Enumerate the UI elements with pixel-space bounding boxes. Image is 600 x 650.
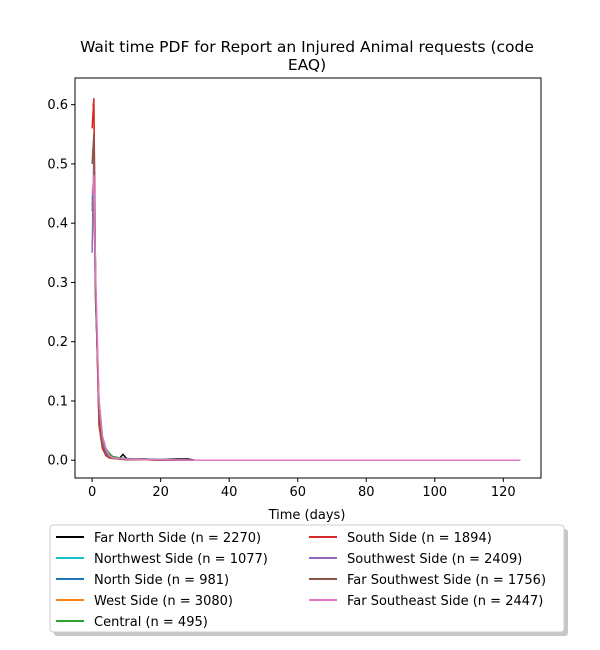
legend-frame — [49, 524, 565, 633]
plot-frame — [74, 77, 542, 479]
x-tick-label: 40 — [221, 485, 238, 500]
y-tick-label: 0.4 — [47, 217, 68, 232]
series-line-7 — [91, 151, 521, 461]
x-tick-label: 20 — [152, 485, 169, 500]
legend: Far North Side (n = 2270) Northwest Side … — [49, 524, 568, 636]
legend-label: Southwest Side (n = 2409) — [347, 552, 522, 567]
legend-label: Far Southeast Side (n = 2447) — [347, 594, 543, 609]
x-axis-label: Time (days) — [268, 508, 346, 523]
y-axis: 0.0 0.1 0.2 0.3 0.4 0.5 0.6 — [47, 98, 75, 469]
series-line-3 — [91, 186, 521, 461]
x-tick-label: 60 — [289, 485, 306, 500]
series-line-5 — [91, 186, 521, 461]
legend-label: South Side (n = 1894) — [347, 531, 492, 546]
y-tick-label: 0.0 — [47, 454, 68, 469]
series-group — [91, 97, 521, 461]
legend-label: Northwest Side (n = 1077) — [94, 552, 268, 567]
x-axis: 0 20 40 60 80 100 120 — [88, 478, 516, 500]
legend-label: Central (n = 495) — [94, 615, 208, 630]
series-line-9 — [91, 175, 521, 461]
legend-label: North Side (n = 981) — [94, 573, 229, 588]
series-line-8 — [91, 133, 521, 461]
chart-title-line-2: EAQ) — [288, 56, 326, 74]
y-tick-label: 0.3 — [47, 276, 68, 291]
x-tick-label: 80 — [358, 485, 375, 500]
y-tick-label: 0.2 — [47, 335, 68, 350]
legend-label: West Side (n = 3080) — [94, 594, 233, 609]
x-tick-label: 120 — [491, 485, 516, 500]
series-line-1 — [91, 157, 521, 461]
legend-label: Far Southwest Side (n = 1756) — [347, 573, 546, 588]
y-tick-label: 0.1 — [47, 394, 68, 409]
series-line-2 — [91, 180, 521, 461]
x-tick-label: 100 — [422, 485, 447, 500]
legend-label: Far North Side (n = 2270) — [94, 531, 261, 546]
x-tick-label: 0 — [88, 485, 96, 500]
chart-title-line-1: Wait time PDF for Report an Injured Anim… — [80, 38, 534, 56]
y-tick-label: 0.5 — [47, 157, 68, 172]
y-tick-label: 0.6 — [47, 98, 68, 113]
series-line-4 — [92, 103, 521, 461]
series-line-6 — [91, 97, 521, 461]
